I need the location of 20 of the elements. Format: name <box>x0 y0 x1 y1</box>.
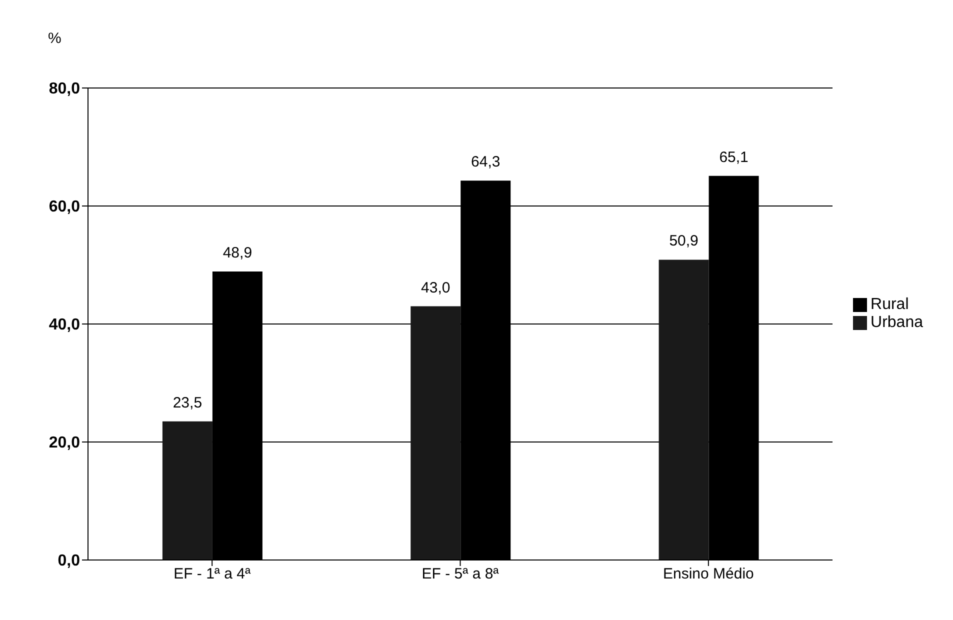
legend-label: Urbana <box>870 314 923 331</box>
data-label: 43,0 <box>421 279 450 296</box>
data-label: 65,1 <box>719 148 748 166</box>
y-tick-label: 80,0 <box>48 80 80 98</box>
y-tick-label: 60,0 <box>48 198 80 216</box>
bar <box>410 306 461 560</box>
x-tick-label: Ensino Médio <box>662 566 754 583</box>
legend-label: Rural <box>870 296 909 313</box>
y-tick-label: 0,0 <box>58 552 80 570</box>
x-tick-label: EF - 5ª a 8ª <box>422 566 500 583</box>
data-label: 48,9 <box>222 244 252 262</box>
data-label: 23,5 <box>172 394 202 412</box>
y-tick-label: 20,0 <box>48 434 80 452</box>
y-tick-label: 40,0 <box>48 316 80 334</box>
data-label: 50,9 <box>669 232 698 250</box>
bar <box>162 421 212 560</box>
data-label: 64,3 <box>471 154 500 171</box>
x-tick-label: EF - 1ª a 4ª <box>174 566 252 583</box>
bar <box>658 260 709 560</box>
y-axis-title: % <box>48 30 62 47</box>
